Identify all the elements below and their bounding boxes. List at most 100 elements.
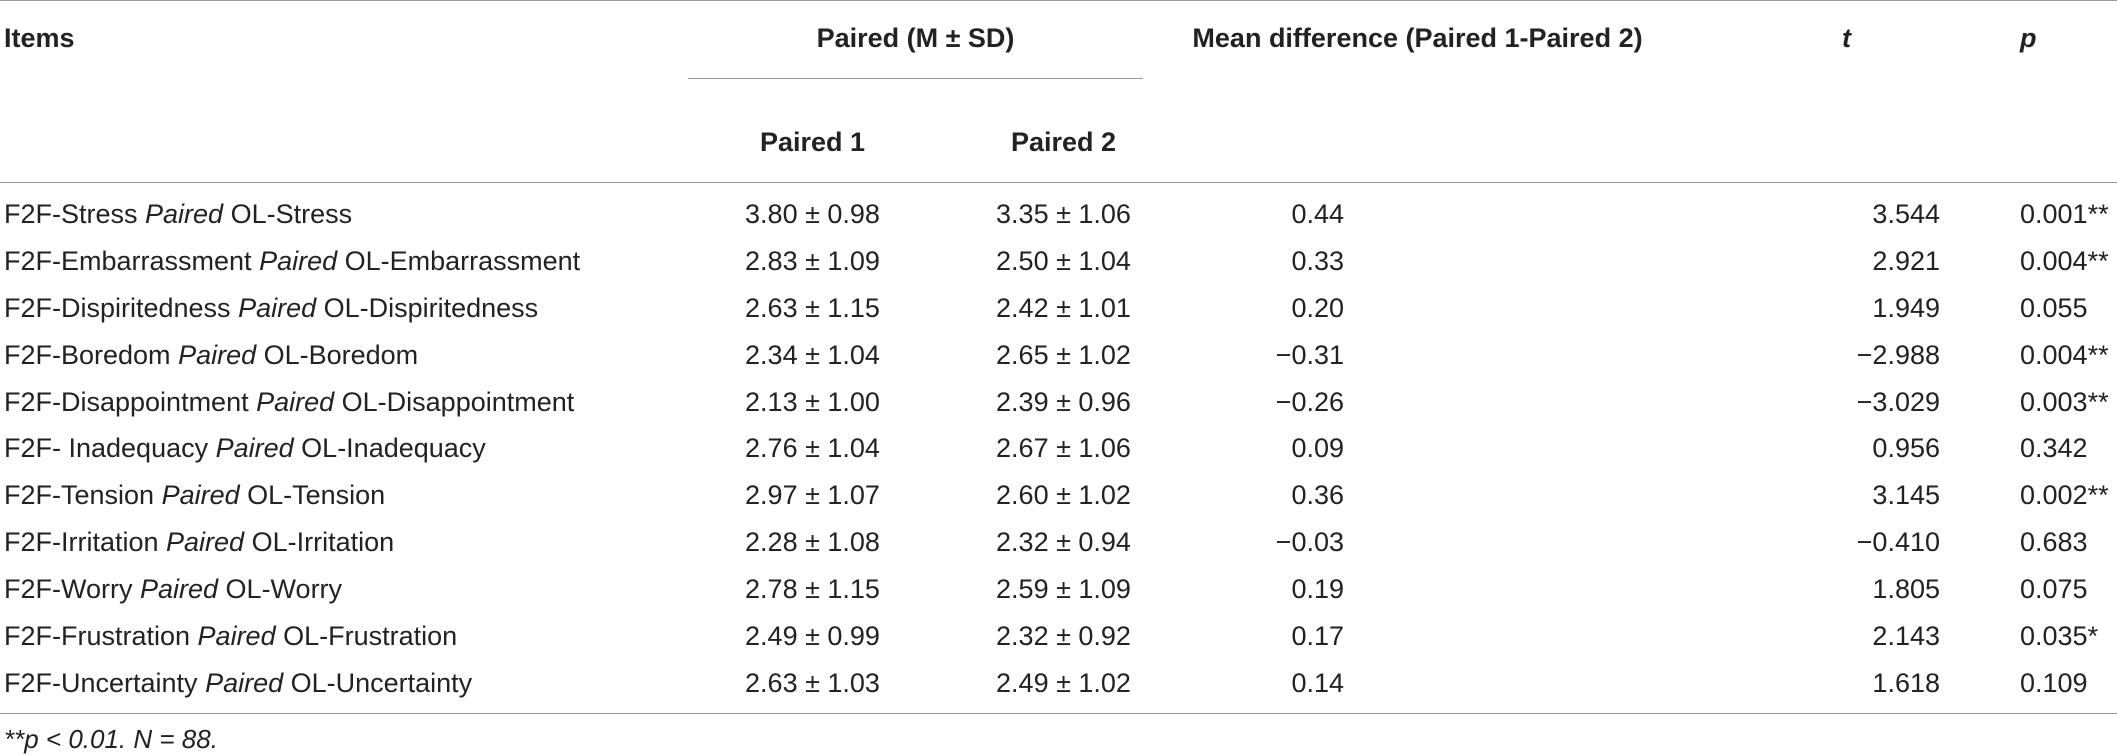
header-items: Items bbox=[0, 0, 680, 102]
cell-item: F2F-Worry Paired OL-Worry bbox=[0, 566, 680, 613]
cell-paired1: 2.34 ± 1.04 bbox=[745, 339, 880, 370]
item-left-text: F2F-Boredom bbox=[4, 339, 179, 370]
header-mean-difference: Mean difference (Paired 1-Paired 2) bbox=[1182, 0, 1712, 102]
item-left-text: F2F-Frustration bbox=[4, 620, 198, 651]
table-row: F2F-Stress Paired OL-Stress 3.80 ± 0.98 3.… bbox=[0, 183, 2117, 238]
cell-paired2: 2.32 ± 0.94 bbox=[996, 527, 1131, 558]
cell-p: 0.004** bbox=[2020, 339, 2109, 370]
item-paired-label: Paired bbox=[197, 620, 276, 651]
header-paired-group: Paired (M ± SD) bbox=[680, 0, 1182, 102]
cell-p: 0.001** bbox=[2020, 198, 2109, 229]
cell-item: F2F-Stress Paired OL-Stress bbox=[0, 183, 680, 238]
cell-t: −0.410 bbox=[1856, 527, 1940, 558]
table-header: Items Paired (M ± SD) Mean difference (P… bbox=[0, 0, 2117, 183]
header-paired2: Paired 2 bbox=[945, 102, 1182, 183]
item-left-text: F2F-Tension bbox=[4, 480, 162, 511]
cell-item: F2F- Inadequacy Paired OL-Inadequacy bbox=[0, 425, 680, 472]
item-paired-label: Paired bbox=[166, 527, 245, 558]
cell-mean-difference: −0.26 bbox=[1275, 386, 1344, 417]
item-paired-label: Paired bbox=[238, 292, 317, 323]
cell-paired1: 2.63 ± 1.15 bbox=[745, 292, 880, 323]
header-row-2: Paired 1 Paired 2 bbox=[0, 102, 2117, 183]
item-right-text: OL-Dispiritedness bbox=[316, 292, 539, 323]
item-right-text: OL-Irritation bbox=[244, 527, 395, 558]
header-empty-p bbox=[1942, 102, 2117, 183]
item-paired-label: Paired bbox=[205, 667, 284, 698]
table-row: F2F-Tension Paired OL-Tension 2.97 ± 1.07… bbox=[0, 472, 2117, 519]
cell-p: 0.003** bbox=[2020, 386, 2109, 417]
cell-mean-difference: 0.14 bbox=[1182, 659, 1712, 714]
item-paired-label: Paired bbox=[215, 433, 294, 464]
cell-paired2: 2.42 ± 1.01 bbox=[996, 292, 1131, 323]
header-paired1: Paired 1 bbox=[680, 102, 945, 183]
cell-p: 0.035* bbox=[2020, 620, 2099, 651]
cell-item: F2F-Disappointment Paired OL-Disappointm… bbox=[0, 379, 680, 426]
cell-item: F2F-Boredom Paired OL-Boredom bbox=[0, 332, 680, 379]
cell-item: F2F-Embarrassment Paired OL-Embarrassmen… bbox=[0, 238, 680, 285]
cell-paired1: 2.83 ± 1.09 bbox=[745, 245, 880, 276]
header-row-1: Items Paired (M ± SD) Mean difference (P… bbox=[0, 0, 2117, 102]
cell-paired2: 2.39 ± 0.96 bbox=[996, 386, 1131, 417]
cell-paired1: 2.49 ± 0.99 bbox=[745, 620, 880, 651]
cell-p: 0.109 bbox=[1942, 659, 2117, 714]
cell-p: 0.002** bbox=[2020, 480, 2109, 511]
cell-paired1: 2.28 ± 1.08 bbox=[745, 527, 880, 558]
cell-paired2: 2.60 ± 1.02 bbox=[996, 480, 1131, 511]
cell-mean-difference: −0.03 bbox=[1275, 527, 1344, 558]
cell-mean-difference: 0.19 bbox=[1291, 574, 1344, 605]
item-left-text: F2F-Disappointment bbox=[4, 386, 257, 417]
cell-t: 1.805 bbox=[1872, 574, 1940, 605]
cell-t: 3.544 bbox=[1872, 198, 1940, 229]
table-row: F2F-Embarrassment Paired OL-Embarrassmen… bbox=[0, 238, 2117, 285]
header-empty-md bbox=[1182, 102, 1712, 183]
table-row: F2F-Frustration Paired OL-Frustration 2.4… bbox=[0, 613, 2117, 660]
item-right-text: OL-Tension bbox=[239, 480, 386, 511]
cell-paired2: 2.49 ± 1.02 bbox=[945, 659, 1182, 714]
cell-paired1: 2.97 ± 1.07 bbox=[745, 480, 880, 511]
item-left-text: F2F-Uncertainty bbox=[4, 667, 206, 698]
item-left-text: F2F-Embarrassment bbox=[4, 245, 260, 276]
item-paired-label: Paired bbox=[140, 574, 219, 605]
item-right-text: OL-Boredom bbox=[256, 339, 419, 370]
item-left-text: F2F-Stress bbox=[4, 198, 146, 229]
cell-paired1: 2.63 ± 1.03 bbox=[680, 659, 945, 714]
cell-paired1: 2.76 ± 1.04 bbox=[745, 433, 880, 464]
item-right-text: OL-Frustration bbox=[275, 620, 458, 651]
cell-t: −3.029 bbox=[1856, 386, 1940, 417]
cell-item: F2F-Dispiritedness Paired OL-Dispiritedn… bbox=[0, 285, 680, 332]
item-right-text: OL-Disappointment bbox=[334, 386, 575, 417]
item-paired-label: Paired bbox=[161, 480, 240, 511]
item-paired-label: Paired bbox=[145, 198, 224, 229]
cell-mean-difference: 0.20 bbox=[1291, 292, 1344, 323]
cell-paired2: 2.32 ± 0.92 bbox=[996, 620, 1131, 651]
item-left-text: F2F-Irritation bbox=[4, 527, 167, 558]
table-row: F2F-Worry Paired OL-Worry 2.78 ± 1.15 2.59… bbox=[0, 566, 2117, 613]
item-right-text: OL-Inadequacy bbox=[293, 433, 486, 464]
table-row: F2F-Uncertainty Paired OL-Uncertainty 2.6… bbox=[0, 659, 2117, 714]
cell-item: F2F-Tension Paired OL-Tension bbox=[0, 472, 680, 519]
item-left-text: F2F-Dispiritedness bbox=[4, 292, 239, 323]
cell-p: 0.683 bbox=[2020, 527, 2088, 558]
cell-paired2: 2.59 ± 1.09 bbox=[996, 574, 1131, 605]
cell-p: 0.075 bbox=[2020, 574, 2088, 605]
header-p: p bbox=[1942, 0, 2117, 102]
paired-group-label-wrap: Paired (M ± SD) bbox=[688, 23, 1143, 79]
item-paired-label: Paired bbox=[178, 339, 257, 370]
cell-paired2: 2.50 ± 1.04 bbox=[996, 245, 1131, 276]
cell-t: 0.956 bbox=[1872, 433, 1940, 464]
header-t: t bbox=[1712, 0, 1942, 102]
cell-mean-difference: −0.31 bbox=[1275, 339, 1344, 370]
item-right-text: OL-Embarrassment bbox=[337, 245, 581, 276]
table-row: F2F-Boredom Paired OL-Boredom 2.34 ± 1.04… bbox=[0, 332, 2117, 379]
item-right-text: OL-Worry bbox=[218, 574, 343, 605]
cell-t: 3.145 bbox=[1872, 480, 1940, 511]
cell-item: F2F-Uncertainty Paired OL-Uncertainty bbox=[0, 659, 680, 714]
cell-p: 0.342 bbox=[2020, 433, 2088, 464]
item-left-text: F2F- Inadequacy bbox=[4, 433, 216, 464]
item-left-text: F2F-Worry bbox=[4, 574, 140, 605]
header-empty-t bbox=[1712, 102, 1942, 183]
paired-group-label: Paired (M ± SD) bbox=[816, 23, 1015, 53]
paired-t-test-table: Items Paired (M ± SD) Mean difference (P… bbox=[0, 0, 2117, 714]
cell-paired1: 2.13 ± 1.00 bbox=[745, 386, 880, 417]
cell-paired1: 2.78 ± 1.15 bbox=[745, 574, 880, 605]
